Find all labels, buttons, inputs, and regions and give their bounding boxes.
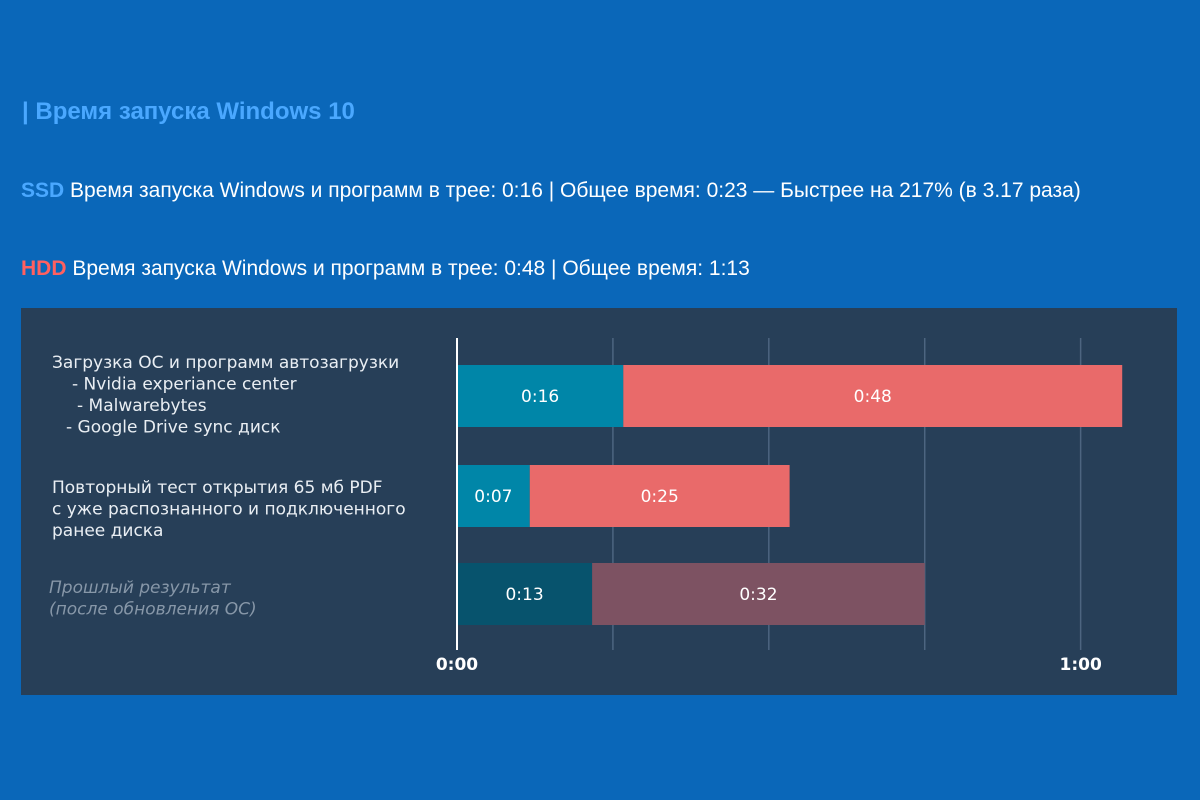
category-label: Прошлый результат bbox=[49, 578, 232, 598]
bar-segment bbox=[529, 465, 790, 527]
bar-segment bbox=[623, 365, 1123, 427]
value-label: 0:07 bbox=[474, 487, 512, 507]
value-label: 0:16 bbox=[521, 387, 559, 407]
hdd-text: Время запуска Windows и программ в трее:… bbox=[72, 257, 750, 280]
value-label: 0:48 bbox=[854, 387, 892, 407]
bar-segment bbox=[457, 563, 593, 625]
hdd-tag: HDD bbox=[21, 257, 67, 280]
category-label: с уже распознанного и подключенного bbox=[52, 500, 406, 520]
category-label: ранее диска bbox=[52, 521, 163, 541]
value-label: 0:32 bbox=[739, 585, 777, 605]
ssd-paragraph: SSD Время запуска Windows и программ в т… bbox=[21, 171, 1171, 210]
x-tick-label: 1:00 bbox=[1059, 655, 1101, 675]
bar-segment bbox=[457, 365, 624, 427]
category-label: - Nvidia experiance center bbox=[72, 375, 297, 395]
ssd-text: Время запуска Windows и программ в трее:… bbox=[70, 179, 1081, 202]
hdd-paragraph: HDD Время запуска Windows и программ в т… bbox=[21, 249, 1171, 288]
ssd-tag: SSD bbox=[21, 179, 65, 202]
heading: | Время запуска Windows 10 bbox=[22, 98, 355, 125]
value-label: 0:13 bbox=[505, 585, 543, 605]
category-label: (после обновления ОС) bbox=[49, 600, 257, 620]
category-label: - Malwarebytes bbox=[77, 396, 207, 416]
x-tick-label: 0:00 bbox=[436, 655, 478, 675]
value-label: 0:25 bbox=[641, 487, 679, 507]
category-label: - Google Drive sync диск bbox=[66, 418, 280, 438]
category-label: Загрузка ОС и программ автозагрузки bbox=[52, 353, 399, 373]
category-label: Повторный тест открытия 65 мб PDF bbox=[52, 478, 383, 498]
bar-segment bbox=[592, 563, 925, 625]
bar-segment bbox=[457, 465, 530, 527]
